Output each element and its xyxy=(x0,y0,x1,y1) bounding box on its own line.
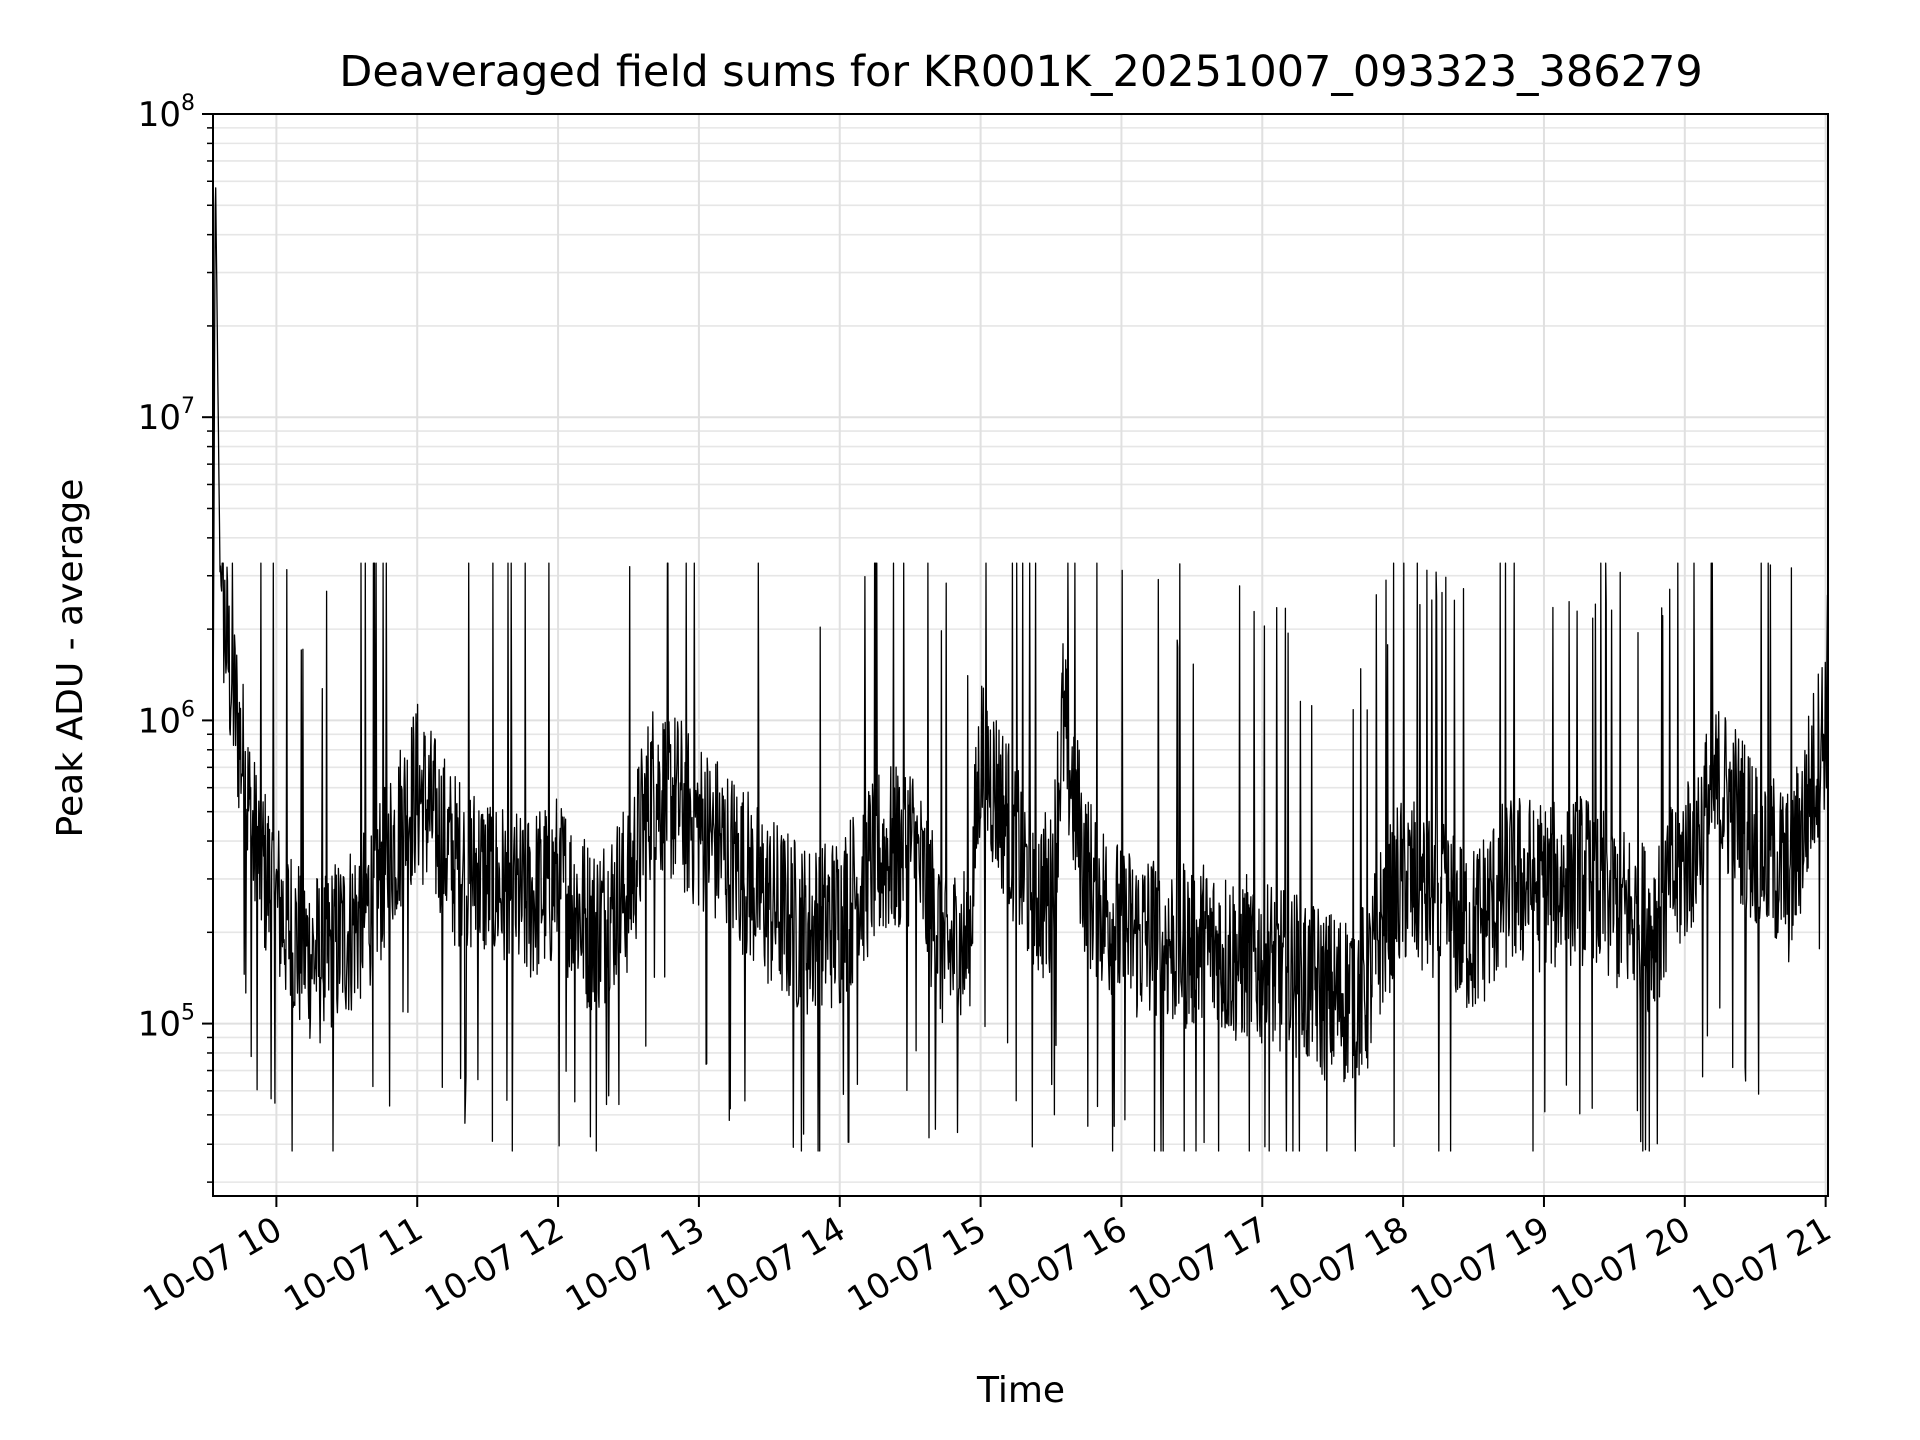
y-axis-ticks: 105 106 107 108 xyxy=(138,91,213,1183)
series-layer xyxy=(212,187,1829,1152)
chart-title: Deaveraged field sums for KR001K_2025100… xyxy=(339,47,1702,97)
series-line xyxy=(212,187,1829,1152)
plot-frame xyxy=(212,113,1829,1197)
y-tick-label: 107 xyxy=(138,394,195,438)
y-tick-label: 106 xyxy=(138,697,195,741)
x-axis-label: Time xyxy=(976,1370,1065,1411)
y-tick-label: 108 xyxy=(138,91,195,135)
y-tick-label: 105 xyxy=(138,1001,195,1045)
y-axis-label: Peak ADU - average xyxy=(50,479,91,838)
